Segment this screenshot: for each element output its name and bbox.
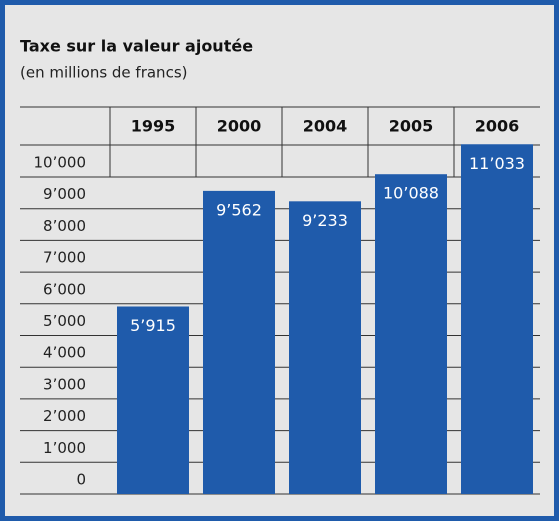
y-tick-label: 10’000 <box>34 154 87 172</box>
value-label: 10’088 <box>383 184 439 203</box>
y-tick-label: 0 <box>76 471 86 489</box>
y-tick-label: 7’000 <box>43 249 86 267</box>
x-tick-label: 2004 <box>303 117 348 136</box>
bar <box>117 306 189 494</box>
chart-subtitle: (en millions de francs) <box>20 64 187 82</box>
value-label: 9’562 <box>216 200 262 219</box>
x-tick-label: 2005 <box>389 117 434 136</box>
x-tick-label: 1995 <box>131 117 176 136</box>
chart-title: Taxe sur la valeur ajoutée <box>20 37 253 56</box>
value-label: 5’915 <box>130 316 176 335</box>
bar <box>289 201 361 494</box>
y-tick-label: 6’000 <box>43 280 86 298</box>
y-tick-label: 4’000 <box>43 344 86 362</box>
x-tick-label: 2000 <box>217 117 262 136</box>
bar <box>375 174 447 495</box>
y-tick-label: 9’000 <box>43 185 86 203</box>
y-tick-label: 5’000 <box>43 312 86 330</box>
y-tick-label: 2’000 <box>43 407 86 425</box>
y-tick-label: 1’000 <box>43 439 86 457</box>
bar <box>461 144 533 494</box>
y-tick-label: 8’000 <box>43 217 86 235</box>
x-tick-label: 2006 <box>475 117 520 136</box>
value-label: 11’033 <box>469 154 525 173</box>
bar <box>203 190 275 495</box>
y-tick-label: 3’000 <box>43 375 86 393</box>
value-label: 9’233 <box>302 211 348 230</box>
